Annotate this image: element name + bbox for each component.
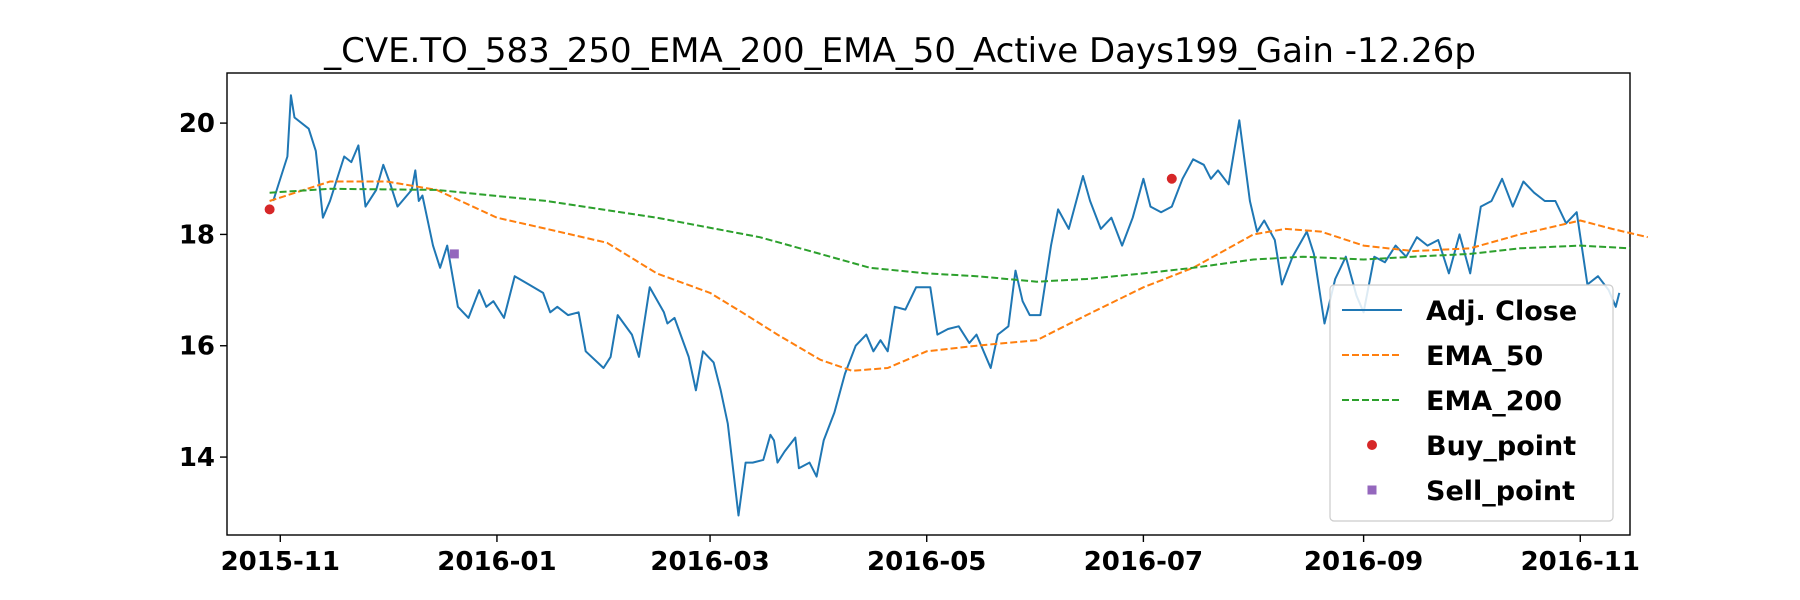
legend-label-ema-200: EMA_200 bbox=[1426, 386, 1562, 417]
series-line-ema-50 bbox=[269, 180, 1649, 372]
y-tick-label: 20 bbox=[179, 109, 215, 139]
legend-box bbox=[1329, 284, 1614, 522]
plot-area-frame bbox=[226, 72, 1631, 536]
series-line-ema-200 bbox=[269, 187, 1631, 283]
legend-swatch-sell-point bbox=[1367, 485, 1377, 495]
x-tick-label: 2016-03 bbox=[650, 547, 769, 577]
legend-label-adj-close: Adj. Close bbox=[1426, 296, 1577, 327]
marker-layer bbox=[264, 173, 1177, 259]
x-tick-label: 2016-05 bbox=[867, 547, 986, 577]
x-tick-label: 2016-07 bbox=[1084, 547, 1203, 577]
y-axis: 14 16 18 20 bbox=[179, 109, 227, 473]
x-tick-label: 2016-01 bbox=[437, 547, 556, 577]
chart-title: _CVE.TO_583_250_EMA_200_EMA_50_Active Da… bbox=[323, 31, 1476, 71]
series-line-adj-close bbox=[272, 94, 1621, 517]
x-tick-label: 2015-11 bbox=[221, 547, 340, 577]
x-tick-label: 2016-11 bbox=[1521, 547, 1640, 577]
buy-point-marker bbox=[1166, 173, 1177, 184]
y-tick-label: 14 bbox=[179, 443, 215, 473]
x-axis: 2015-11 2016-01 2016-03 2016-05 2016-07 2016-… bbox=[221, 535, 1640, 577]
series-layer bbox=[269, 94, 1649, 517]
legend: Adj. Close EMA_50 EMA_200 Buy_point Sell_poi… bbox=[1329, 284, 1614, 522]
legend-label-ema-50: EMA_50 bbox=[1426, 341, 1543, 372]
x-tick-label: 2016-09 bbox=[1304, 547, 1423, 577]
sell-point-marker bbox=[449, 249, 459, 259]
legend-label-sell-point: Sell_point bbox=[1426, 476, 1575, 507]
y-tick-label: 16 bbox=[179, 332, 215, 362]
legend-label-buy-point: Buy_point bbox=[1426, 431, 1576, 462]
buy-point-marker bbox=[264, 204, 275, 215]
legend-swatch-buy-point bbox=[1367, 440, 1377, 450]
y-tick-label: 18 bbox=[179, 220, 215, 250]
